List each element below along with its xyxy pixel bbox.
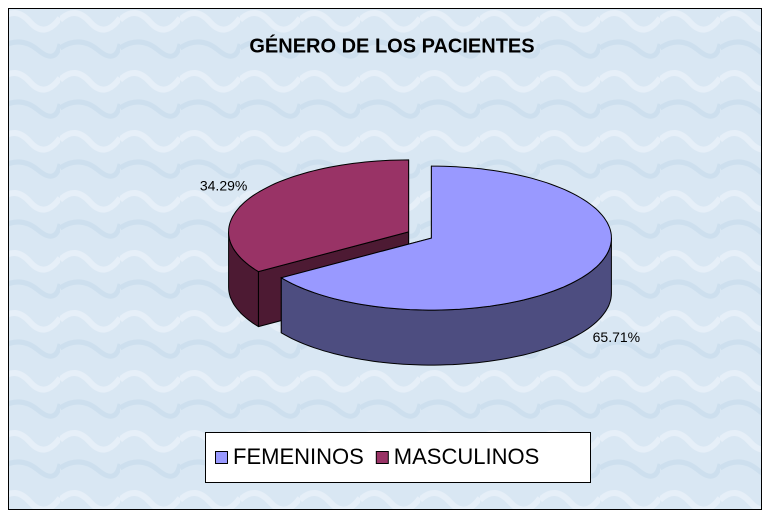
legend-label: FEMENINOS (233, 444, 364, 469)
legend-label: MASCULINOS (394, 444, 539, 469)
slice (279, 165, 612, 311)
legend-items: FEMENINOS MASCULINOS (215, 444, 539, 469)
pie: 34.29% 65.71% (200, 159, 640, 366)
chart-title: GÉNERO DE LOS PACIENTES (249, 34, 534, 57)
data-label: 34.29% (200, 177, 247, 193)
legend-swatch (215, 451, 228, 464)
legend-swatch (375, 451, 389, 464)
data-label: 65.71% (593, 329, 640, 345)
slice (228, 159, 410, 273)
legend (205, 432, 591, 483)
